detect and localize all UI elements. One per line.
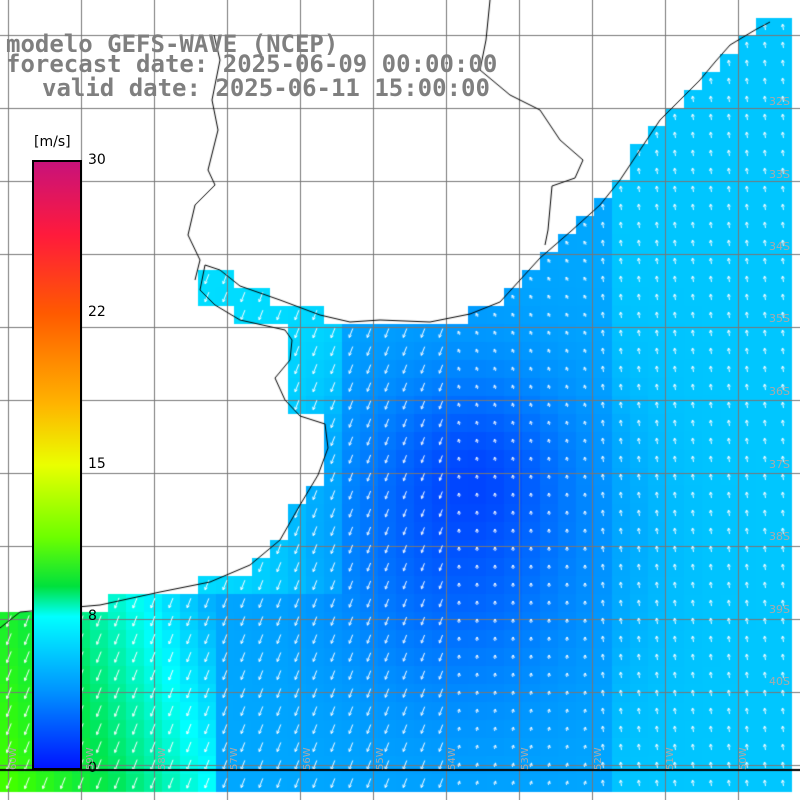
colorbar-units: [m/s] <box>34 134 71 150</box>
colorbar-tick-15: 15 <box>88 456 106 472</box>
colorbar <box>32 160 82 770</box>
forecast-date: forecast date: 2025-06-09 00:00:00 <box>6 50 498 78</box>
lon-label: 58W <box>157 747 168 770</box>
lat-label: 40S <box>769 675 790 688</box>
model-title: modelo GEFS-WAVE (NCEP) <box>6 30 339 58</box>
lon-label: 60W <box>8 747 19 770</box>
colorbar-tick-8: 8 <box>88 608 97 624</box>
valid-date: valid date: 2025-06-11 15:00:00 <box>42 74 490 102</box>
lon-label: 50W <box>738 747 749 770</box>
lon-label: 54W <box>447 747 458 770</box>
colorbar-tick-30: 30 <box>88 152 106 168</box>
lon-label: 59W <box>85 747 96 770</box>
lat-label: 37S <box>769 458 790 471</box>
lon-label: 56W <box>302 747 313 770</box>
lon-label: 55W <box>375 747 386 770</box>
lat-label: 32S <box>769 95 790 108</box>
lat-label: 33S <box>769 168 790 181</box>
colorbar-tick-0: 0 <box>88 760 97 776</box>
colorbar-tick-22: 22 <box>88 304 106 320</box>
lon-label: 53W <box>520 747 531 770</box>
lat-label: 39S <box>769 603 790 616</box>
lat-label: 36S <box>769 385 790 398</box>
lon-label: 52W <box>593 747 604 770</box>
lat-label: 34S <box>769 240 790 253</box>
lon-label: 57W <box>229 747 240 770</box>
lon-label: 51W <box>665 747 676 770</box>
lat-label: 38S <box>769 530 790 543</box>
lat-label: 35S <box>769 312 790 325</box>
